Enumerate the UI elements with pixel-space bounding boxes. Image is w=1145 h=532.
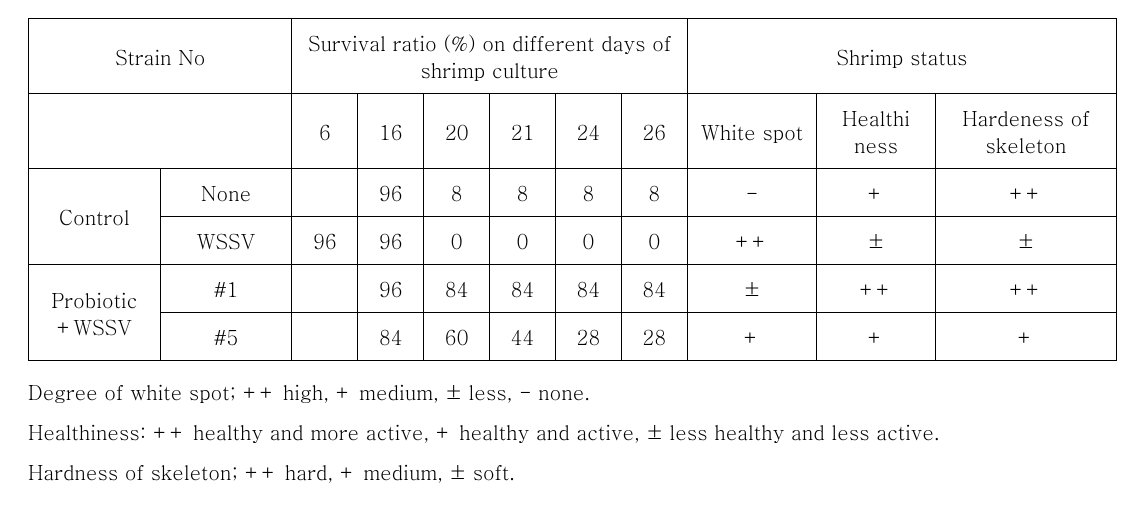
table-row: WSSV 96 96 0 0 0 0 ++ ± ± (29, 217, 1117, 265)
cell-day: 0 (621, 217, 687, 265)
cell-day: 8 (490, 169, 556, 217)
cell-day: 84 (424, 265, 490, 313)
cell-healthiness: + (817, 169, 936, 217)
legend-healthiness: Healthiness: ++ healthy and more active,… (28, 417, 1117, 447)
cell-day: 60 (424, 313, 490, 361)
col-header-day: 20 (424, 94, 490, 169)
table-row: Control None 96 8 8 8 8 - + ++ (29, 169, 1117, 217)
col-header-hardness: Hardeness of skeleton (935, 94, 1116, 169)
cell-day (292, 265, 358, 313)
cell-white-spot: ± (687, 265, 817, 313)
col-header-strain-spacer (29, 94, 292, 169)
col-header-survival: Survival ratio (%) on different days of … (292, 19, 687, 94)
cell-healthiness: ++ (817, 265, 936, 313)
cell-hardness: ++ (935, 169, 1116, 217)
col-header-status: Shrimp status (687, 19, 1116, 94)
row-sub-label: None (160, 169, 292, 217)
cell-day (292, 169, 358, 217)
cell-day: 8 (555, 169, 621, 217)
shrimp-survival-table: Strain No Survival ratio (%) on differen… (28, 18, 1117, 361)
group-label-probiotic: Probiotic +WSSV (29, 265, 161, 361)
cell-day: 84 (555, 265, 621, 313)
cell-white-spot: + (687, 313, 817, 361)
cell-day: 84 (621, 265, 687, 313)
col-header-day: 24 (555, 94, 621, 169)
table-header-row-1: Strain No Survival ratio (%) on differen… (29, 19, 1117, 94)
table-header-row-2: 6 16 20 21 24 26 White spot Healthi ness… (29, 94, 1117, 169)
col-header-day: 26 (621, 94, 687, 169)
cell-hardness: ± (935, 217, 1116, 265)
cell-day: 84 (490, 265, 556, 313)
col-header-healthiness: Healthi ness (817, 94, 936, 169)
col-header-day: 6 (292, 94, 358, 169)
cell-day: 8 (621, 169, 687, 217)
table-row: Probiotic +WSSV #1 96 84 84 84 84 ± ++ +… (29, 265, 1117, 313)
legend-white-spot: Degree of white spot; ++ high, + medium,… (28, 377, 1117, 407)
cell-day: 84 (358, 313, 424, 361)
page: Strain No Survival ratio (%) on differen… (0, 0, 1145, 532)
cell-day: 96 (358, 217, 424, 265)
col-header-white-spot: White spot (687, 94, 817, 169)
cell-day: 96 (358, 169, 424, 217)
cell-hardness: ++ (935, 265, 1116, 313)
cell-day: 0 (424, 217, 490, 265)
table-row: #5 84 60 44 28 28 + + + (29, 313, 1117, 361)
cell-day: 44 (490, 313, 556, 361)
cell-day: 0 (490, 217, 556, 265)
col-header-day: 21 (490, 94, 556, 169)
cell-white-spot: ++ (687, 217, 817, 265)
legend-hardness: Hardness of skeleton; ++ hard, + medium,… (28, 457, 1117, 487)
group-label-control: Control (29, 169, 161, 265)
cell-hardness: + (935, 313, 1116, 361)
row-sub-label: WSSV (160, 217, 292, 265)
col-header-day: 16 (358, 94, 424, 169)
table-legend: Degree of white spot; ++ high, + medium,… (28, 361, 1117, 487)
cell-healthiness: ± (817, 217, 936, 265)
cell-day: 0 (555, 217, 621, 265)
cell-white-spot: - (687, 169, 817, 217)
cell-healthiness: + (817, 313, 936, 361)
row-sub-label: #5 (160, 313, 292, 361)
cell-day: 96 (358, 265, 424, 313)
cell-day: 28 (621, 313, 687, 361)
cell-day: 96 (292, 217, 358, 265)
col-header-strain-no: Strain No (29, 19, 292, 94)
cell-day: 28 (555, 313, 621, 361)
cell-day (292, 313, 358, 361)
cell-day: 8 (424, 169, 490, 217)
row-sub-label: #1 (160, 265, 292, 313)
